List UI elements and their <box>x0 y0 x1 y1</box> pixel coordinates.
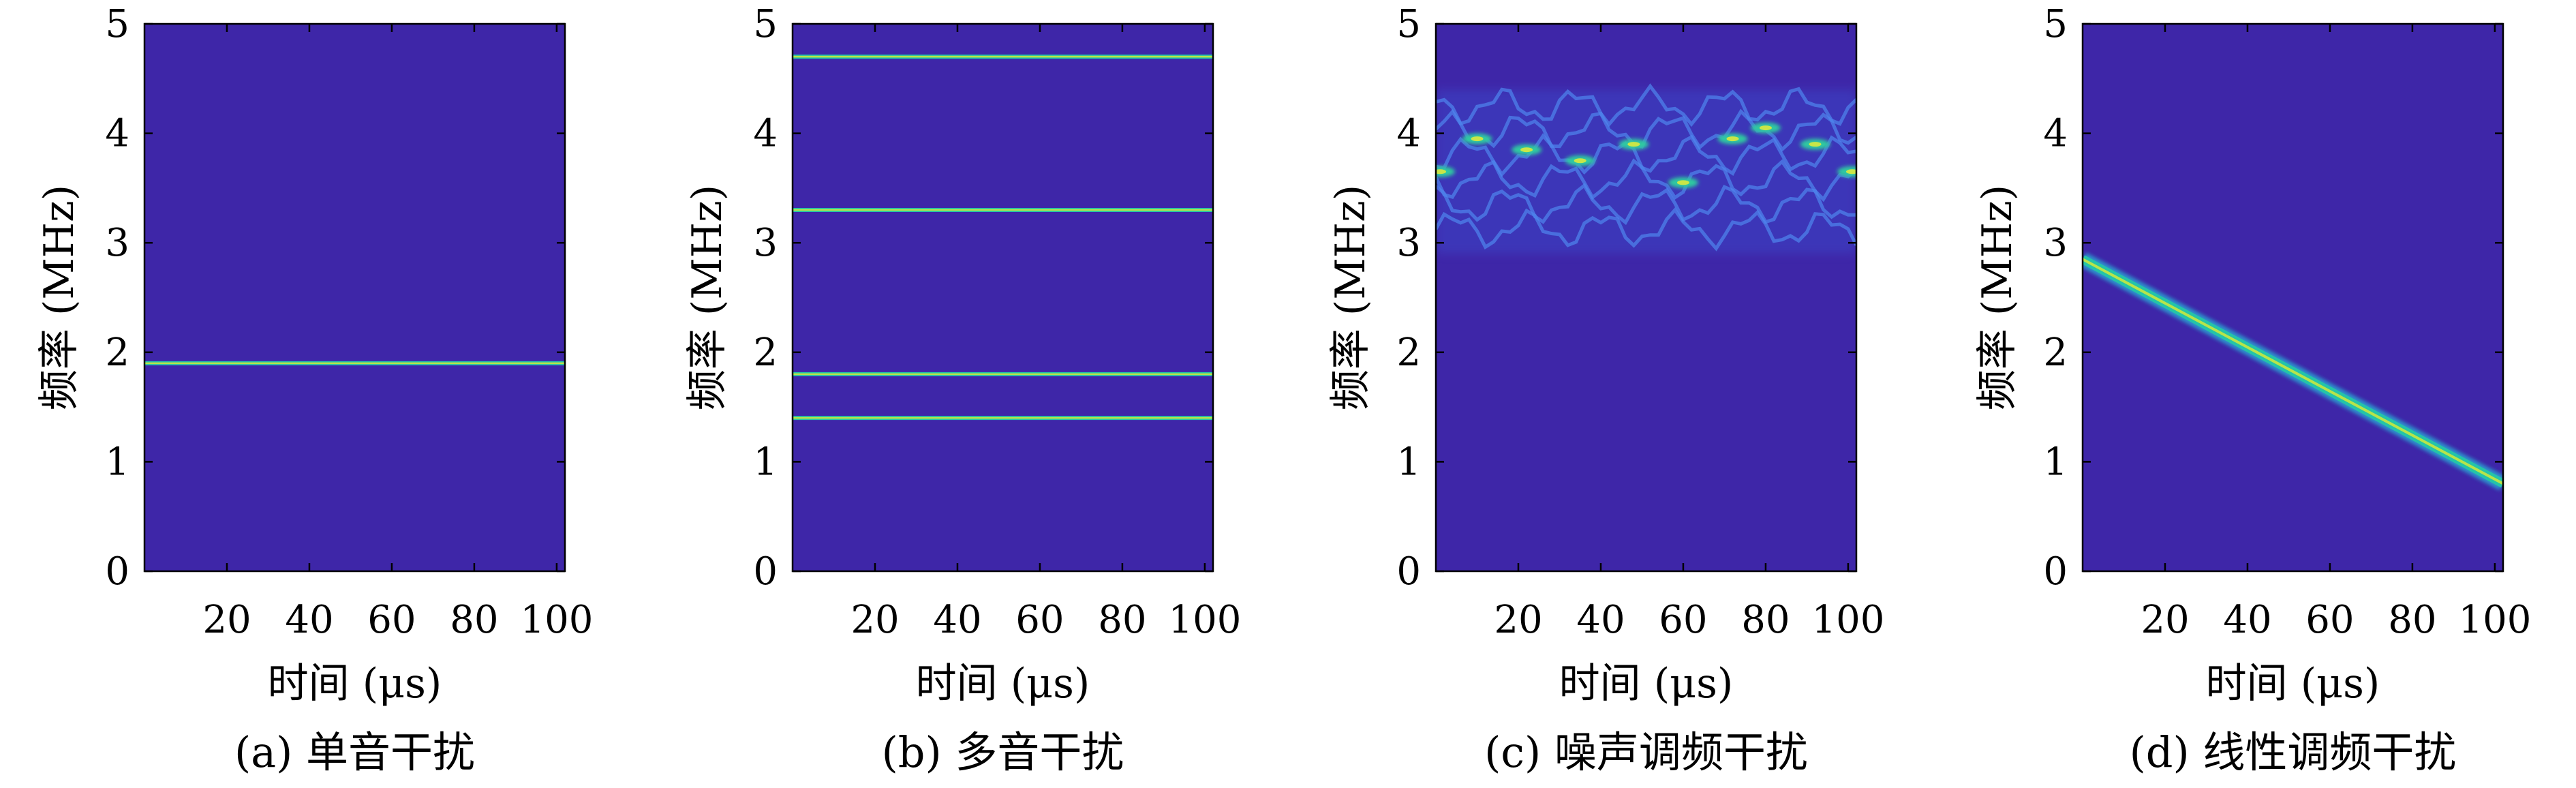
y-tick-label: 4 <box>2043 112 2068 156</box>
y-tick-label: 0 <box>753 549 778 594</box>
x-tick-label: 20 <box>850 598 899 642</box>
y-tick-label: 0 <box>1396 549 1421 594</box>
data-layer <box>2083 252 2503 491</box>
noise-trace <box>1436 207 1856 252</box>
y-tick-label: 5 <box>2043 2 2068 46</box>
x-tick-label: 80 <box>1741 598 1790 642</box>
x-tick-label: 80 <box>2388 598 2436 642</box>
noise-trace <box>1436 83 1856 127</box>
plot-area <box>793 24 1213 571</box>
panel-3: 0 1 2 3 4 5 20 40 60 80 100 时间 (μs) 频率 (MHz) (c) 噪声调频… <box>1327 2 1884 777</box>
noise-band <box>1436 83 1856 254</box>
noise-trace <box>1436 133 1856 177</box>
noise-trace <box>1436 108 1856 153</box>
x-tick-label: 60 <box>2305 598 2354 642</box>
x-tick-label: 20 <box>202 598 251 642</box>
x-tick-label: 80 <box>1098 598 1146 642</box>
x-tick-label: 60 <box>367 598 416 642</box>
axes-frame <box>2081 22 2504 573</box>
subfigure-caption: (c) 噪声调频干扰 <box>1484 727 1808 777</box>
axes-frame <box>143 22 566 573</box>
x-tick-label: 60 <box>1659 598 1707 642</box>
y-tick-label: 5 <box>753 2 778 46</box>
y-axis-label: 频率 (MHz) <box>35 185 83 410</box>
energy-line-1 <box>2083 252 2503 491</box>
y-tick-label: 2 <box>105 331 129 375</box>
y-axis-label: 频率 (MHz) <box>684 185 731 410</box>
y-tick-label: 0 <box>2043 549 2068 594</box>
y-tick-label: 2 <box>2043 331 2068 375</box>
x-tick-label: 40 <box>285 598 333 642</box>
y-axis-label: 频率 (MHz) <box>1974 185 2021 410</box>
y-tick-label: 1 <box>105 440 129 484</box>
panel-1: 0 1 2 3 4 5 20 40 60 80 100 时间 (μs) 频率 (MHz) (a) 单音干扰 <box>35 2 593 777</box>
x-tick-label: 40 <box>1576 598 1625 642</box>
data-layer <box>1436 83 1856 254</box>
axes-frame <box>1435 22 1858 573</box>
x-tick-label: 100 <box>1811 598 1884 642</box>
subfigure-caption: (b) 多音干扰 <box>882 727 1124 777</box>
subfigure-caption: (d) 线性调频干扰 <box>2130 727 2457 777</box>
x-tick-label: 60 <box>1015 598 1064 642</box>
data-layer <box>793 52 1213 423</box>
y-tick-label: 3 <box>105 221 129 265</box>
x-tick-label: 20 <box>2141 598 2189 642</box>
panel-4: 0 1 2 3 4 5 20 40 60 80 100 时间 (μs) 频率 (MHz) (d) 线性调频… <box>1974 2 2531 777</box>
x-tick-label: 20 <box>1494 598 1542 642</box>
axes-frame <box>791 22 1214 573</box>
y-tick-label: 0 <box>105 549 129 594</box>
y-tick-label: 1 <box>2043 440 2068 484</box>
y-tick-label: 5 <box>1396 2 1421 46</box>
y-tick-label: 4 <box>753 112 778 156</box>
y-axis-label: 频率 (MHz) <box>1327 185 1375 410</box>
y-tick-label: 4 <box>105 112 129 156</box>
x-tick-label: 100 <box>2458 598 2531 642</box>
y-tick-label: 1 <box>753 440 778 484</box>
y-tick-label: 2 <box>1396 331 1421 375</box>
x-axis-label: 时间 (μs) <box>1559 660 1734 708</box>
y-tick-label: 3 <box>1396 221 1421 265</box>
y-tick-label: 1 <box>1396 440 1421 484</box>
x-tick-label: 80 <box>450 598 498 642</box>
plot-area <box>144 24 565 571</box>
y-tick-label: 5 <box>105 2 129 46</box>
x-axis-label: 时间 (μs) <box>2206 660 2380 708</box>
y-tick-label: 4 <box>1396 112 1421 156</box>
noise-trace <box>1436 183 1856 226</box>
noise-trace <box>1436 158 1856 202</box>
panel-2: 0 1 2 3 4 5 20 40 60 80 100 时间 (μs) 频率 (MHz) (b) 多音干扰 <box>684 2 1241 777</box>
x-tick-label: 40 <box>2223 598 2271 642</box>
x-tick-label: 40 <box>933 598 981 642</box>
x-axis-label: 时间 (μs) <box>916 660 1090 708</box>
y-tick-label: 2 <box>753 331 778 375</box>
x-tick-label: 100 <box>1168 598 1241 642</box>
x-axis-label: 时间 (μs) <box>268 660 442 708</box>
subfigure-caption: (a) 单音干扰 <box>234 727 475 777</box>
x-tick-label: 100 <box>520 598 593 642</box>
y-tick-label: 3 <box>753 221 778 265</box>
y-tick-label: 3 <box>2043 221 2068 265</box>
